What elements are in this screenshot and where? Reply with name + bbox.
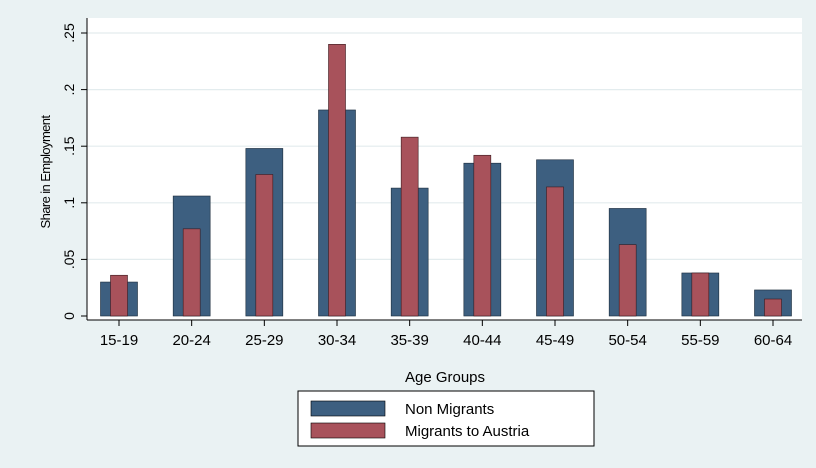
x-tick-label: 25-29 bbox=[245, 332, 283, 349]
x-tick-label: 30-34 bbox=[318, 332, 356, 349]
x-tick-label: 20-24 bbox=[172, 332, 210, 349]
bar-migrants-to-austria-60-64 bbox=[764, 298, 782, 317]
x-tick-label: 60-64 bbox=[754, 332, 792, 349]
x-tick-label: 50-54 bbox=[608, 332, 646, 349]
legend-label-non-migrants: Non Migrants bbox=[405, 401, 494, 418]
bars bbox=[100, 44, 792, 317]
y-tick-label: .2 bbox=[61, 84, 77, 96]
x-tick-label: 15-19 bbox=[100, 332, 138, 349]
bar-migrants-to-austria-30-34 bbox=[328, 44, 346, 317]
legend-swatch-migrants-to-austria bbox=[310, 422, 386, 439]
bar-migrants-to-austria-40-44 bbox=[473, 154, 492, 317]
y-tick-label: .15 bbox=[61, 136, 77, 156]
y-tick-label: .05 bbox=[61, 249, 77, 269]
x-tick-label: 40-44 bbox=[463, 332, 501, 349]
y-tick-label: .1 bbox=[61, 197, 77, 209]
bar-migrants-to-austria-50-54 bbox=[618, 244, 637, 317]
x-axis-label: Age Groups bbox=[405, 369, 485, 386]
legend-label-migrants-to-austria: Migrants to Austria bbox=[405, 423, 530, 440]
x-tick-label: 55-59 bbox=[681, 332, 719, 349]
bar-migrants-to-austria-15-19 bbox=[110, 274, 128, 317]
bar-migrants-to-austria-20-24 bbox=[182, 228, 201, 317]
legend: Non Migrants Migrants to Austria bbox=[297, 390, 595, 447]
axes: 0 .05 .1 .15 .2 .25 15-19 20-24 25-29 30-34 35-39 4… bbox=[61, 18, 802, 349]
y-tick-label: .25 bbox=[61, 23, 77, 43]
x-tick-label: 35-39 bbox=[390, 332, 428, 349]
bar-migrants-to-austria-45-49 bbox=[546, 186, 564, 317]
bar-migrants-to-austria-55-59 bbox=[691, 272, 710, 317]
bar-migrants-to-austria-35-39 bbox=[400, 136, 419, 317]
x-tick-label: 45-49 bbox=[536, 332, 574, 349]
y-axis-label: Share in Employment bbox=[38, 115, 53, 229]
y-tick-label: 0 bbox=[61, 312, 77, 320]
bar-migrants-to-austria-25-29 bbox=[255, 174, 274, 317]
legend-swatch-non-migrants bbox=[310, 400, 386, 417]
